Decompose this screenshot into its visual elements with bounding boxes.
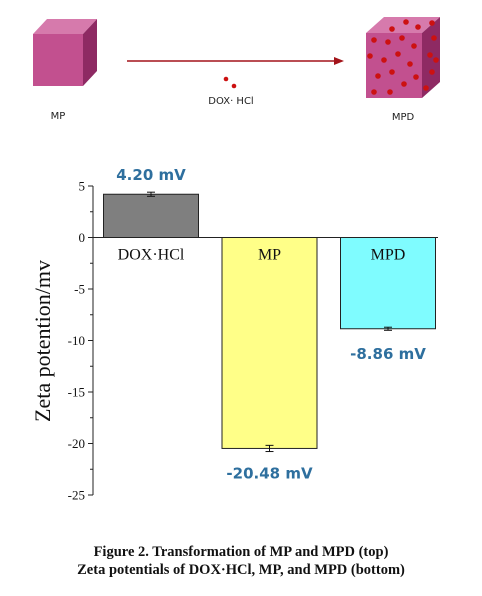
dox-molecule (423, 85, 429, 91)
category-label: MP (258, 247, 281, 264)
dox-molecule (371, 37, 377, 43)
category-label: MPD (371, 247, 406, 264)
y-tick-label: -5 (74, 282, 85, 297)
arrow-head (334, 57, 344, 65)
y-tick-label: -25 (68, 488, 85, 503)
caption-line-2: Zeta potentials of DOX·HCl, MP, and MPD … (77, 562, 405, 578)
bar-labels: DOX·HCl 4.20 mV MP -20.48 mV MPD -8.86 mV (116, 166, 426, 482)
y-axis: 5 0 -5 -10 -15 -20 -25 (68, 179, 94, 503)
mp-label: MP (51, 111, 66, 122)
y-tick-label: 5 (79, 179, 86, 194)
dox-molecule (231, 83, 237, 89)
dox-molecule (385, 39, 391, 45)
mp-cube-top (33, 19, 97, 34)
bars (103, 191, 436, 453)
y-axis-title: Zeta potention/mv (30, 260, 55, 422)
dox-molecule (381, 57, 387, 63)
dox-molecule (433, 57, 439, 63)
mpd-cube (366, 17, 440, 98)
dox-molecule (431, 35, 437, 41)
y-tick-label: 0 (79, 230, 86, 245)
dox-molecule (399, 35, 405, 41)
dox-molecule (429, 20, 435, 26)
dox-molecule (403, 19, 409, 25)
transformation-scheme: DOX· HCl MP MPD (33, 17, 440, 123)
dox-molecule (413, 74, 419, 80)
data-label: -8.86 mV (350, 345, 426, 363)
y-tick-label: -20 (68, 436, 85, 451)
category-label: DOX·HCl (118, 247, 185, 264)
mpd-cube-front (366, 33, 422, 98)
zeta-potential-chart: 5 0 -5 -10 -15 -20 -25 Zeta potention/mv DOX·H… (30, 166, 438, 503)
bar-1 (221, 237, 318, 449)
mp-cube-front (33, 34, 83, 86)
dox-molecule (389, 69, 395, 75)
figure-caption: Figure 2. Transformation of MP and MPD (… (0, 543, 482, 579)
dox-molecule (387, 89, 393, 95)
bar-0 (103, 193, 199, 238)
y-tick-label: -15 (68, 385, 85, 400)
dox-molecule (223, 76, 229, 82)
data-label: 4.20 mV (116, 166, 186, 184)
mpd-cube-top (366, 17, 440, 33)
dox-molecule (429, 69, 435, 75)
y-tick-label: -10 (68, 333, 85, 348)
dox-molecule (389, 26, 395, 32)
dox-molecule (401, 81, 407, 87)
mp-cube-side (83, 19, 97, 86)
data-label: -20.48 mV (226, 464, 313, 482)
dox-molecule (407, 61, 413, 67)
dox-molecule (411, 43, 417, 49)
caption-line-1: Figure 2. Transformation of MP and MPD (… (93, 544, 389, 560)
mp-cube (33, 19, 97, 86)
dox-molecule (427, 52, 433, 58)
reagent-label: DOX· HCl (208, 96, 253, 107)
dox-molecule (415, 24, 421, 30)
mpd-label: MPD (392, 112, 415, 123)
dox-molecule (395, 51, 401, 57)
dox-molecule (371, 89, 377, 95)
dox-molecule (375, 73, 381, 79)
dox-molecule (367, 53, 373, 59)
